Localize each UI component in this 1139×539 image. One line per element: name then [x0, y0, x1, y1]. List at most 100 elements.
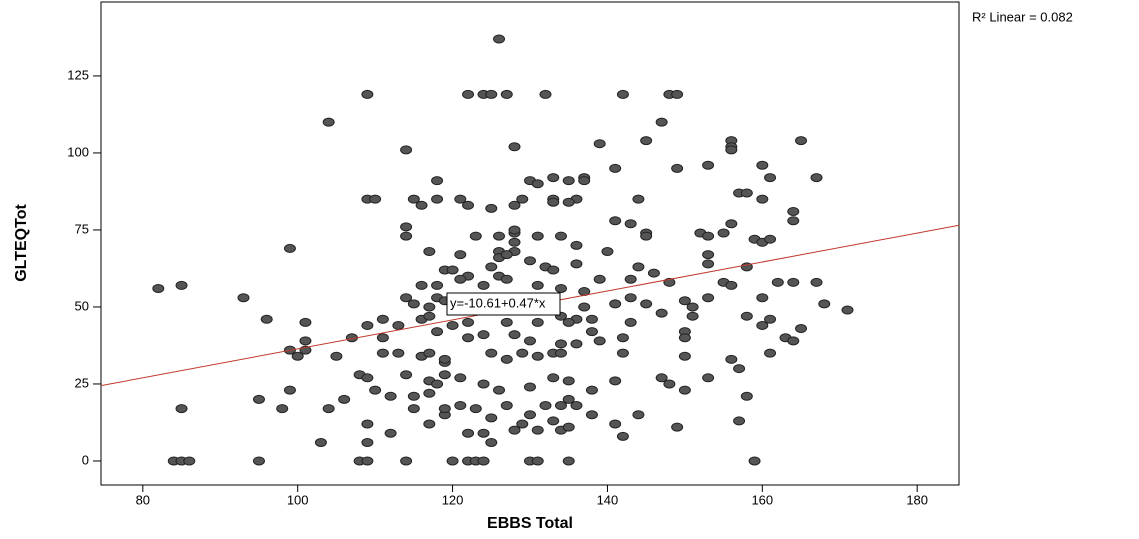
point [756, 194, 769, 204]
point [702, 231, 715, 241]
point [454, 250, 467, 260]
point [702, 250, 715, 260]
x-axis-title: EBBS Total [487, 515, 573, 532]
point [609, 419, 622, 429]
point [725, 280, 738, 290]
point [702, 259, 715, 269]
point [702, 160, 715, 170]
x-tick-label: 140 [597, 492, 619, 507]
point [531, 425, 544, 435]
point [485, 262, 498, 272]
point [764, 173, 777, 183]
x-tick-label: 80 [136, 492, 150, 507]
point [508, 330, 521, 340]
point [740, 391, 753, 401]
x-tick-label: 160 [751, 492, 773, 507]
point [554, 283, 567, 293]
point [438, 404, 451, 414]
point [407, 404, 420, 414]
point [252, 394, 265, 404]
point [547, 416, 560, 426]
point [400, 293, 413, 303]
point [640, 136, 653, 146]
point [462, 317, 475, 327]
y-tick-label: 50 [75, 298, 89, 313]
point [733, 416, 746, 426]
fit-label-box [446, 292, 561, 316]
point [554, 401, 567, 411]
point [624, 274, 637, 284]
point [392, 348, 405, 358]
point [671, 89, 684, 99]
point [516, 194, 529, 204]
y-tick-label: 75 [75, 221, 89, 236]
point [756, 293, 769, 303]
point [531, 280, 544, 290]
point [423, 247, 436, 257]
point [725, 145, 738, 155]
point [291, 351, 304, 361]
point [771, 277, 784, 287]
point [384, 391, 397, 401]
point [469, 231, 482, 241]
point [407, 391, 420, 401]
point [431, 327, 444, 337]
point [524, 256, 536, 266]
point [678, 296, 691, 306]
point [508, 225, 521, 235]
point [678, 351, 691, 361]
point [632, 410, 645, 420]
point [462, 200, 475, 210]
point [175, 280, 188, 290]
point [361, 456, 374, 466]
point [524, 336, 536, 346]
point [361, 373, 374, 383]
point [431, 176, 444, 186]
point [647, 268, 660, 278]
point [609, 299, 622, 309]
point [392, 320, 405, 330]
point [462, 333, 475, 343]
point [624, 317, 637, 327]
point [500, 274, 513, 284]
point [609, 216, 622, 226]
point [787, 216, 800, 226]
point [415, 280, 428, 290]
point [725, 219, 738, 229]
point [330, 351, 343, 361]
point [547, 197, 560, 207]
point [570, 339, 583, 349]
point [547, 265, 560, 275]
x-tick-label: 120 [442, 492, 464, 507]
point [485, 348, 498, 358]
point [283, 385, 296, 395]
point [508, 425, 521, 435]
point [423, 348, 436, 358]
point [454, 373, 467, 383]
point [733, 364, 746, 374]
point [841, 305, 854, 315]
point [640, 299, 653, 309]
point [477, 456, 490, 466]
x-tick-label: 180 [906, 492, 928, 507]
point [562, 422, 575, 432]
point [500, 250, 513, 260]
r2-label: R² Linear = 0.082 [972, 9, 1073, 24]
point [175, 404, 188, 414]
point [376, 314, 389, 324]
point [384, 428, 397, 438]
point [655, 117, 668, 127]
point [717, 228, 730, 238]
point [570, 240, 583, 250]
y-tick-label: 125 [67, 67, 89, 82]
point [585, 385, 598, 395]
point [516, 419, 529, 429]
point [702, 373, 715, 383]
point [562, 376, 575, 386]
point [810, 277, 823, 287]
point [283, 243, 296, 253]
point [678, 385, 691, 395]
point [400, 370, 413, 380]
point [570, 401, 583, 411]
